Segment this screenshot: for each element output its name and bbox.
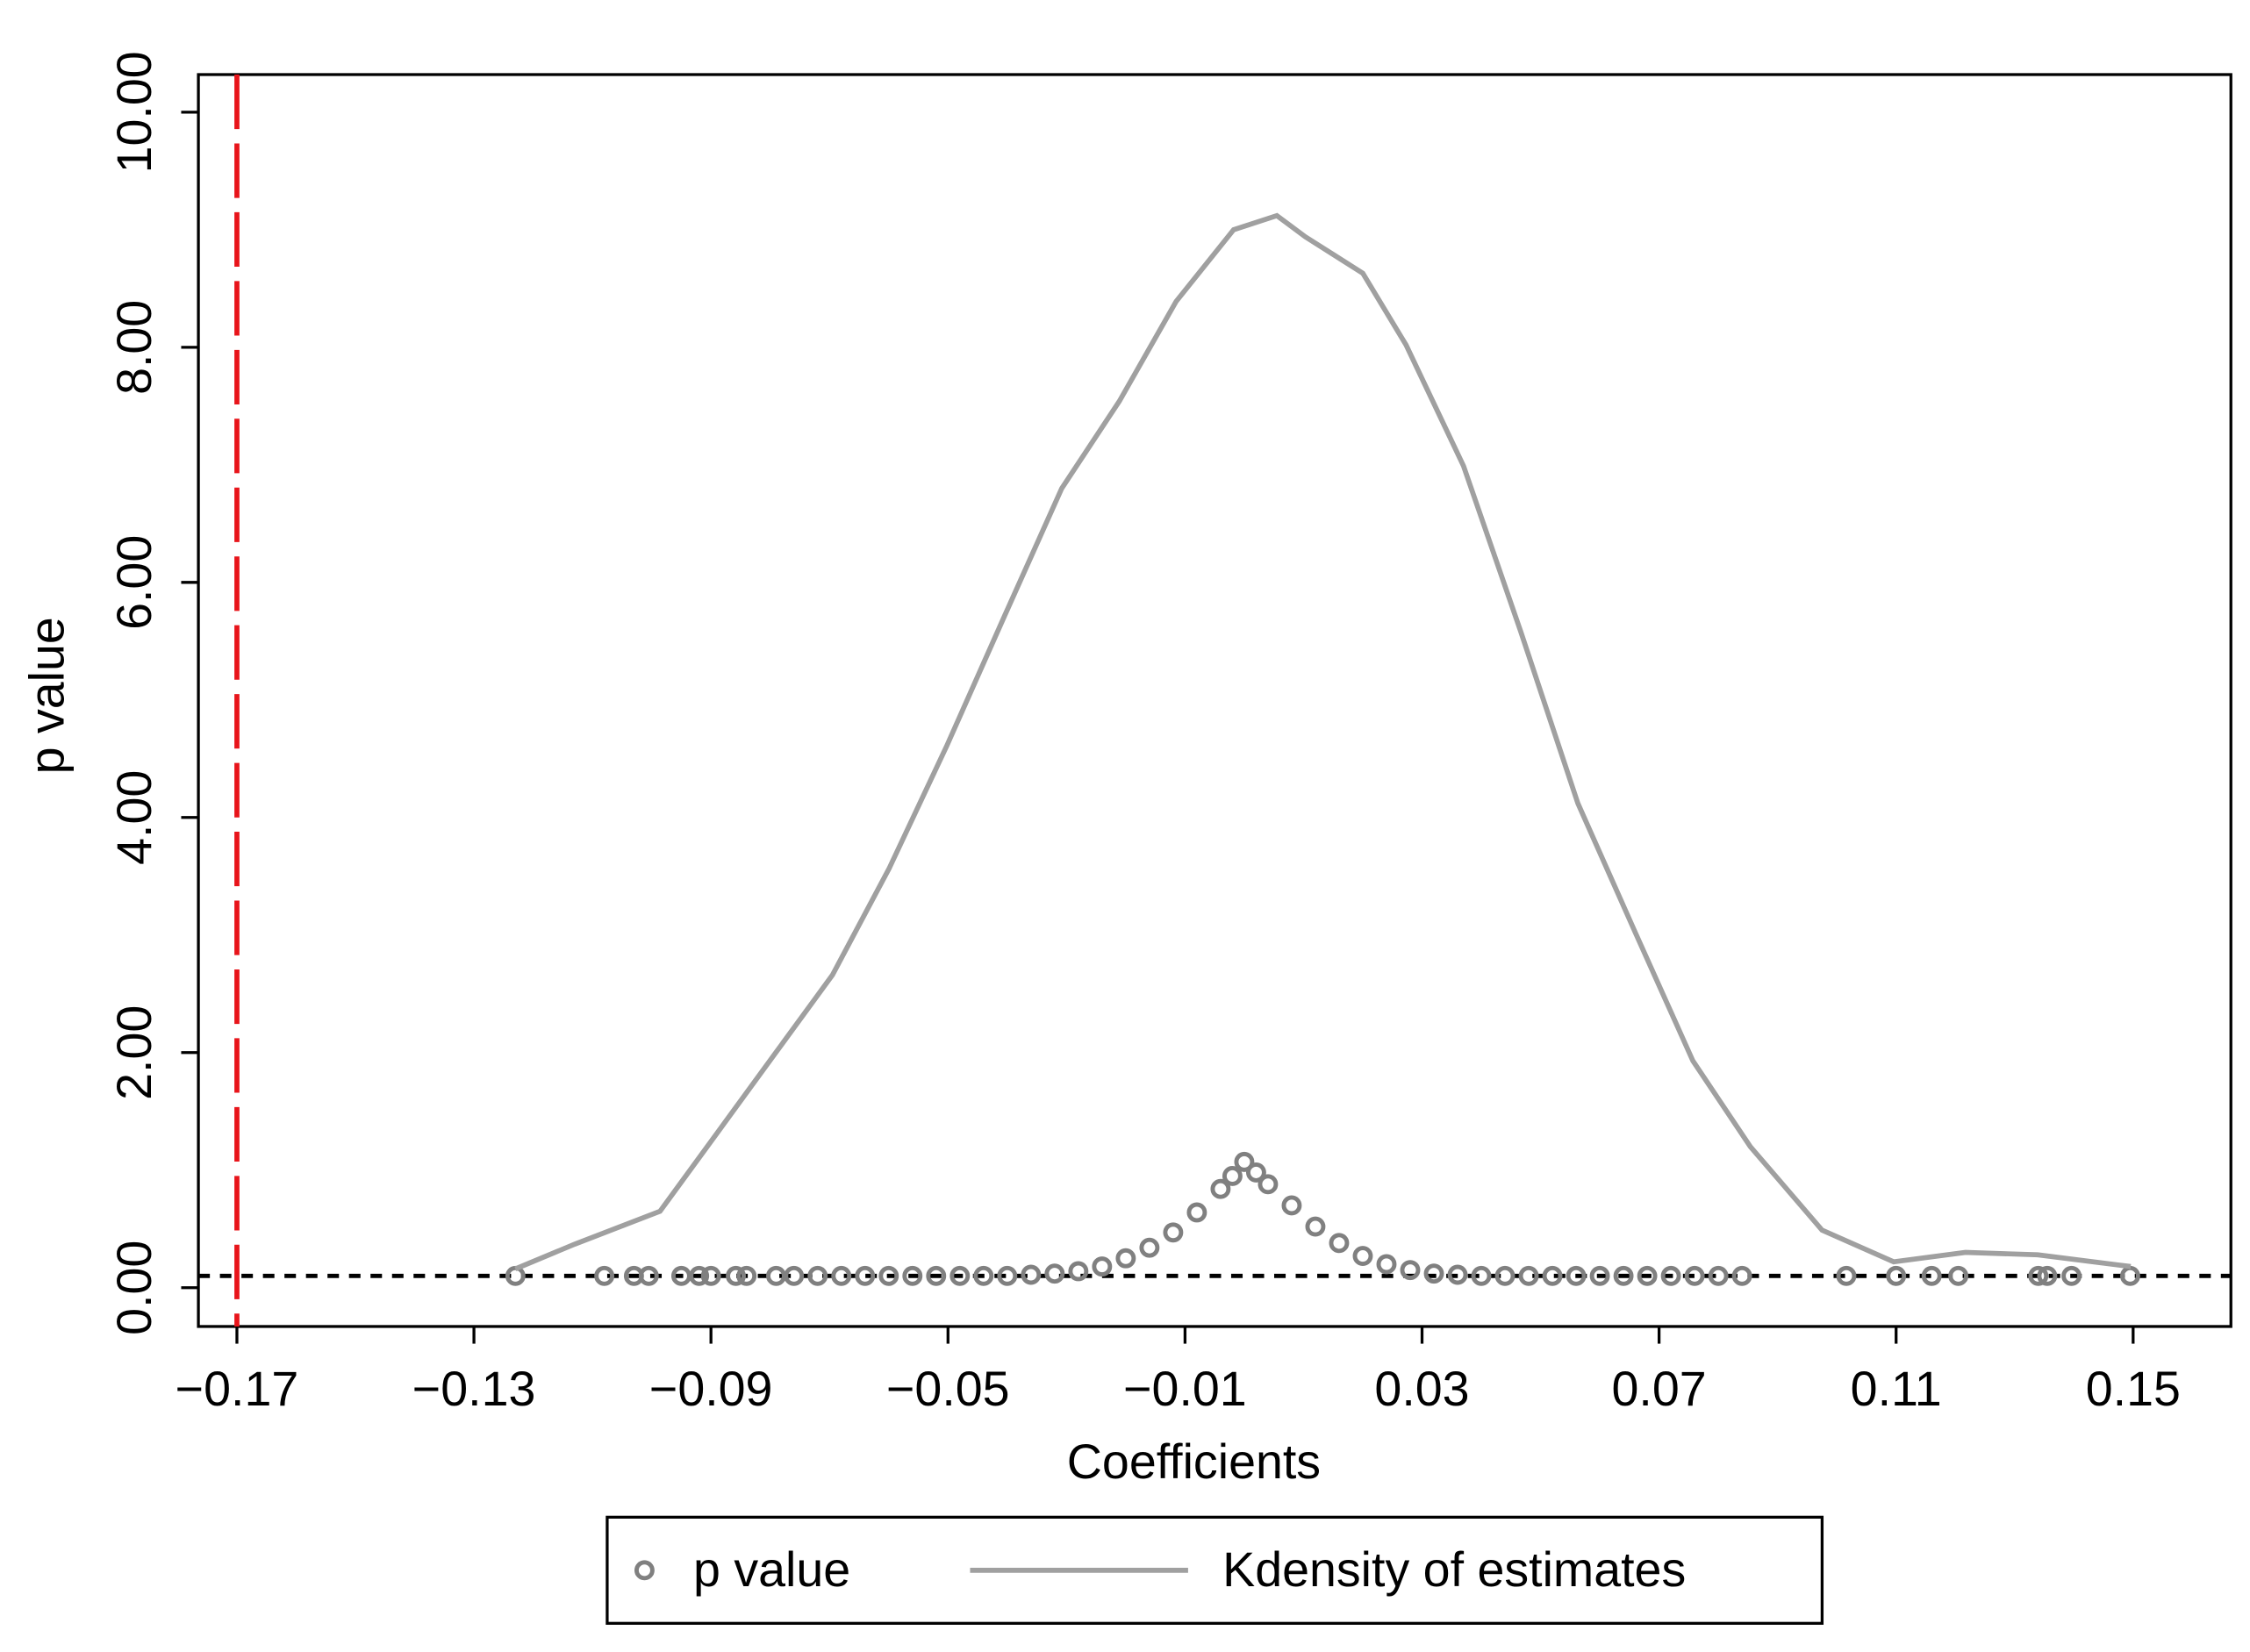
y-tick-label: 2.00 [107, 1005, 161, 1100]
scatter-point [1542, 1265, 1563, 1286]
scatter-point [1210, 1178, 1231, 1199]
legend-label: Kdensity of estimates [1222, 1542, 1686, 1597]
scatter-point [784, 1265, 805, 1286]
scatter-point [949, 1265, 971, 1286]
scatter-point [1021, 1264, 1042, 1285]
scatter-point [1494, 1265, 1516, 1286]
scatter-point [1708, 1265, 1729, 1286]
x-tick-label: 0.03 [1374, 1362, 1469, 1416]
scatter-point [973, 1265, 994, 1286]
scatter-point [1886, 1265, 1907, 1286]
x-axis-title: Coefficients [1067, 1434, 1321, 1489]
plot-frame [197, 73, 2232, 1328]
y-tick-label: 10.00 [107, 51, 161, 173]
scatter-point [1092, 1256, 1113, 1277]
scatter-point [1400, 1260, 1421, 1281]
scatter-point [726, 1265, 746, 1286]
x-tick-label: 0.07 [1612, 1362, 1707, 1416]
scatter-point [2061, 1265, 2082, 1286]
x-tick-label: −0.05 [886, 1362, 1010, 1416]
scatter-point [1684, 1265, 1705, 1286]
scatter-point [855, 1265, 876, 1286]
scatter-point [1423, 1263, 1444, 1284]
scatter-point [1245, 1162, 1266, 1183]
scatter-point [1660, 1265, 1681, 1286]
scatter-point [1044, 1263, 1065, 1284]
y-tick-label: 4.00 [107, 770, 161, 865]
scatter-point [1222, 1166, 1243, 1186]
scatter-point [1948, 1265, 1969, 1286]
scatter-point [831, 1265, 852, 1286]
scatter-point [1115, 1248, 1136, 1269]
scatter-point [1921, 1265, 1942, 1286]
scatter-point [1068, 1261, 1089, 1282]
x-tick-label: 0.11 [1851, 1362, 1942, 1416]
scatter-point [1566, 1265, 1587, 1286]
scatter-point [1447, 1264, 1468, 1285]
scatter-point [902, 1265, 923, 1286]
scatter-point [1163, 1222, 1184, 1243]
y-tick-label: 8.00 [107, 300, 161, 395]
scatter-point [2028, 1265, 2049, 1286]
y-tick-label: 0.00 [107, 1241, 161, 1335]
y-tick-label: 6.00 [107, 535, 161, 630]
scatter-point [1637, 1265, 1658, 1286]
x-tick-label: −0.01 [1123, 1362, 1247, 1416]
x-tick-label: −0.13 [412, 1362, 536, 1416]
scatter-point [1613, 1265, 1634, 1286]
scatter-point [2037, 1265, 2058, 1286]
scatter-point [1352, 1246, 1373, 1267]
scatter-point [1234, 1151, 1255, 1172]
scatter-point [1329, 1233, 1350, 1254]
legend-marker [634, 1560, 655, 1581]
scatter-point [1139, 1237, 1160, 1258]
scatter-point [926, 1265, 947, 1286]
scatter-point [997, 1265, 1018, 1286]
scatter-point [736, 1265, 757, 1286]
scatter-point [1589, 1265, 1610, 1286]
x-tick-label: −0.09 [649, 1362, 773, 1416]
scatter-point [1186, 1202, 1207, 1223]
scatter-point [689, 1265, 710, 1286]
x-tick-label: 0.15 [2086, 1362, 2181, 1416]
scatter-point [1376, 1254, 1397, 1275]
scatter-point [807, 1265, 828, 1286]
scatter-point [1305, 1216, 1326, 1237]
scatter-point [1518, 1265, 1539, 1286]
x-tick-label: −0.17 [176, 1362, 299, 1416]
y-axis-title: p value [19, 617, 74, 774]
scatter-point [878, 1265, 899, 1286]
legend-label: p value [693, 1542, 850, 1597]
scatter-point [638, 1265, 659, 1286]
density-line [514, 212, 2132, 1271]
scatter-point [700, 1265, 721, 1286]
scatter-point [1836, 1265, 1857, 1286]
scatter-point [1258, 1174, 1279, 1195]
scatter-point [1281, 1195, 1302, 1216]
scatter-point [1731, 1265, 1752, 1286]
scatter-point [594, 1265, 615, 1286]
scatter-point [1471, 1265, 1492, 1286]
legend-box [605, 1515, 1824, 1625]
